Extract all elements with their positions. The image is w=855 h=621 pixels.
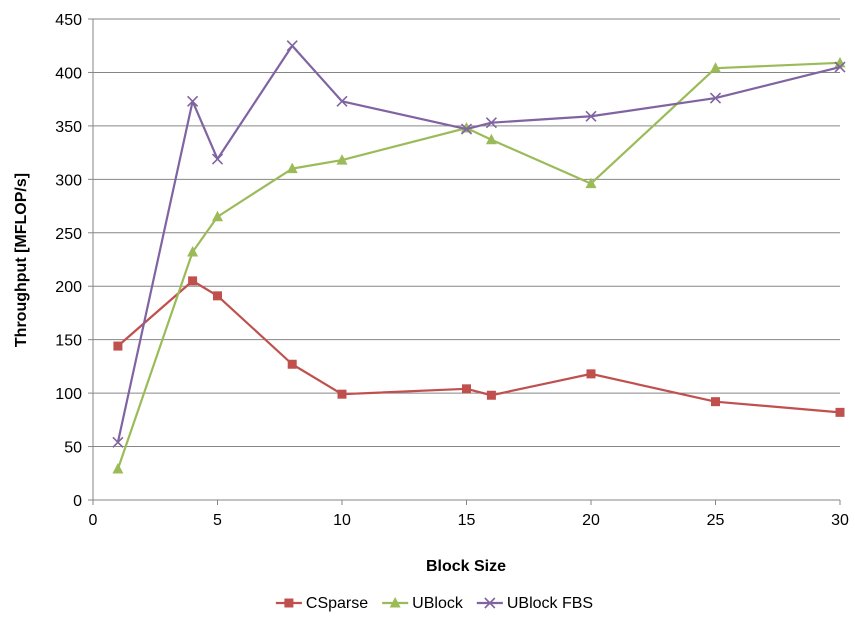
y-tick-label: 50 <box>64 440 82 457</box>
y-tick-label: 200 <box>55 279 82 296</box>
series-line <box>116 44 841 443</box>
data-point <box>486 390 496 400</box>
y-tick-label: 350 <box>55 119 82 136</box>
data-point <box>286 162 298 174</box>
data-point <box>461 122 472 133</box>
series-ublock <box>112 56 846 474</box>
data-point <box>187 95 199 107</box>
data-point <box>462 384 471 394</box>
series <box>112 40 846 474</box>
data-point <box>585 110 597 122</box>
y-tick-label: 400 <box>55 65 82 82</box>
x-tick-label: 5 <box>213 512 222 529</box>
x-tick-label: 30 <box>831 512 849 529</box>
legend: CSparse UBlock UBlock FBS <box>275 595 593 612</box>
x-tick-label: 20 <box>582 512 600 529</box>
data-point <box>834 61 846 73</box>
data-point <box>709 92 722 104</box>
data-point <box>711 397 720 407</box>
series-ublock-fbs <box>112 40 846 448</box>
legend-item: UBlock FBS <box>476 595 593 612</box>
data-point <box>187 246 199 257</box>
x-tick-label: 25 <box>707 512 725 529</box>
data-point <box>213 291 222 301</box>
legend-item: UBlock <box>382 595 464 612</box>
x-tick-labels: 0 5 10 15 20 25 30 <box>89 512 849 529</box>
data-point <box>112 463 124 474</box>
legend-label: UBlock <box>412 595 464 612</box>
data-point <box>389 597 401 608</box>
legend-label: UBlock FBS <box>507 595 593 612</box>
axes <box>88 18 841 505</box>
y-tick-label: 150 <box>55 333 82 350</box>
y-tick-label: 0 <box>73 493 82 510</box>
data-point <box>212 210 223 222</box>
data-point <box>286 40 298 52</box>
data-point <box>336 95 348 107</box>
y-tick-label: 250 <box>55 226 82 243</box>
y-tick-label: 100 <box>55 386 82 403</box>
series-line <box>116 61 841 470</box>
data-point <box>485 117 497 129</box>
legend-item: CSparse <box>275 595 368 612</box>
data-point <box>211 153 224 165</box>
y-axis-title: Throughput [MFLOP/s] <box>13 173 30 347</box>
y-tick-label: 450 <box>55 12 82 29</box>
legend-label: CSparse <box>306 595 368 612</box>
data-point <box>284 598 294 608</box>
data-point <box>112 436 124 448</box>
data-point <box>586 369 596 379</box>
series-line <box>117 279 841 414</box>
x-tick-label: 10 <box>333 512 351 529</box>
y-tick-label: 300 <box>55 172 82 189</box>
x-axis-title: Block Size <box>426 558 506 575</box>
data-point <box>188 276 198 286</box>
data-point <box>710 62 721 73</box>
series-csparse <box>113 276 845 417</box>
data-point <box>460 123 473 135</box>
data-point <box>287 359 297 369</box>
x-tick-label: 15 <box>458 512 476 529</box>
data-point <box>484 597 496 609</box>
y-tick-labels: 0 50 100 150 200 250 300 350 400 450 <box>55 12 82 510</box>
data-point <box>113 341 123 351</box>
x-tick-label: 0 <box>89 512 98 529</box>
data-point <box>337 389 347 399</box>
gridlines <box>93 18 840 501</box>
data-point <box>336 154 348 165</box>
data-point <box>485 133 497 145</box>
data-point <box>835 407 845 417</box>
data-point <box>585 177 597 189</box>
